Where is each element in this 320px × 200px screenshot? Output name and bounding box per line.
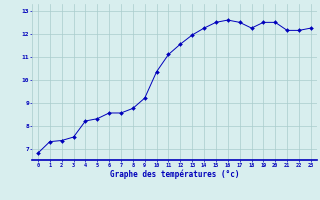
X-axis label: Graphe des températures (°c): Graphe des températures (°c) [110, 170, 239, 179]
